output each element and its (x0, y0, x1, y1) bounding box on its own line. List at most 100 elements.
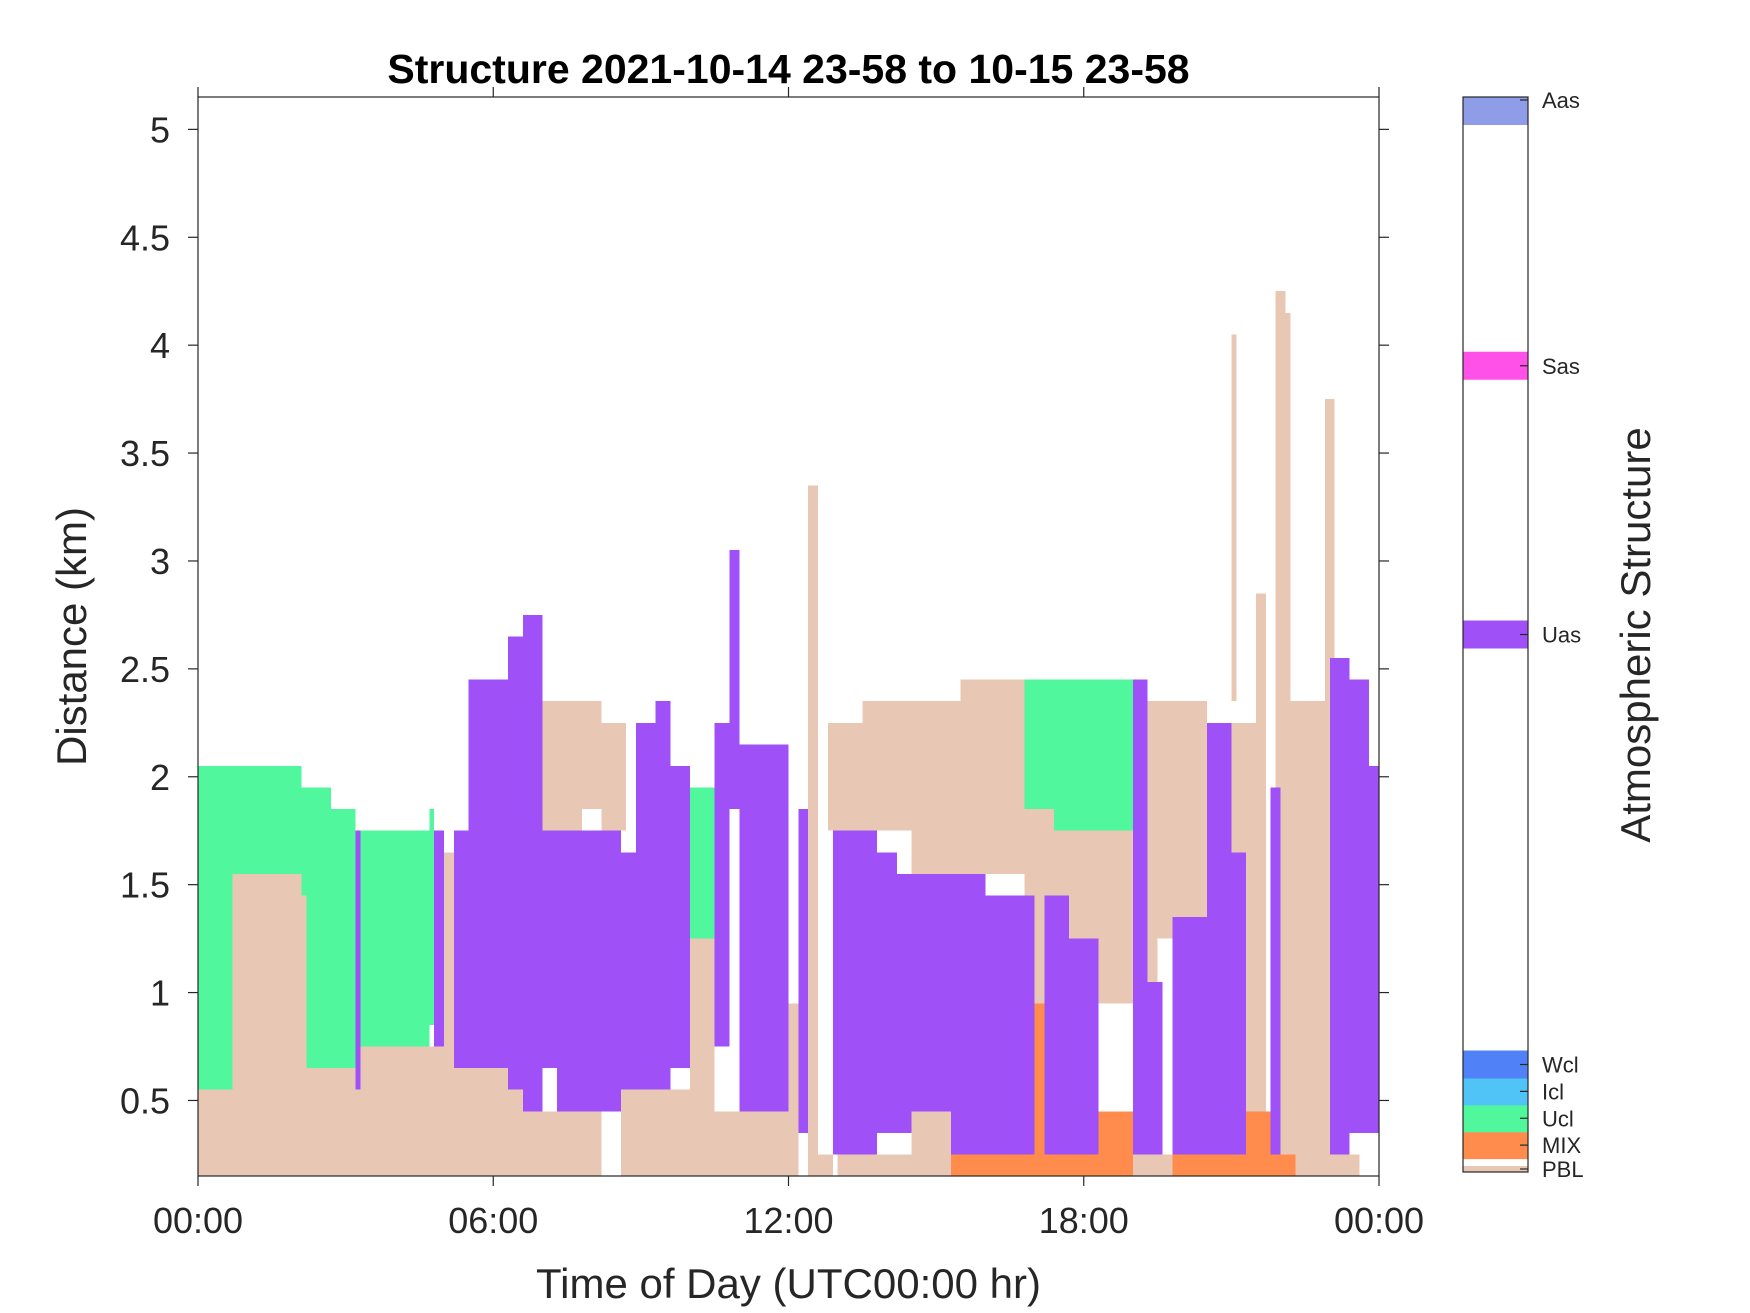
x-axis-label: Time of Day (UTC00:00 hr) (536, 1260, 1041, 1307)
segment-pbl (375, 1024, 415, 1176)
colorbar-tick-label-wcl: Wcl (1542, 1053, 1579, 1078)
segment-pbl (690, 938, 715, 1176)
series-uas (355, 550, 1379, 1155)
segment-uas (1044, 895, 1069, 1155)
y-tick-label: 1.5 (120, 865, 170, 906)
segment-uas (1270, 787, 1281, 1155)
x-tick-label: 00:00 (153, 1200, 243, 1241)
segment-uas (468, 679, 509, 1069)
segment-uas (729, 550, 740, 810)
segment-pbl (444, 852, 454, 1176)
segment-pbl (581, 701, 602, 810)
segment-uas (522, 614, 543, 1112)
colorbar-tick-label-pbl: PBL (1542, 1157, 1584, 1182)
y-tick-label: 4.5 (120, 217, 170, 258)
segment-mix (950, 1154, 1015, 1176)
segment-pbl (601, 722, 627, 831)
segment-pbl (1285, 312, 1291, 1176)
axes: 00:00 06:00 12:00 18:00 00:00 0.5 1 1.5 2 2.5 3 3.5… (120, 87, 1424, 1241)
segment-uas (1369, 765, 1379, 1133)
y-tick-label: 0.5 (120, 1080, 170, 1121)
segment-pbl (640, 1089, 691, 1176)
segment-ucl (232, 765, 248, 874)
colorbar-tick-label-ucl: Ucl (1542, 1106, 1574, 1131)
segment-ucl (306, 895, 331, 1069)
y-tick-label: 5 (150, 109, 170, 150)
segment-uas (542, 830, 558, 1069)
chart-title: Structure 2021-10-14 23-58 to 10-15 23-5… (387, 46, 1189, 92)
segment-pbl (1290, 701, 1311, 1176)
segment-pbl (714, 1111, 750, 1176)
segment-uas (508, 636, 523, 1090)
segment-uas (1329, 658, 1350, 1155)
segment-uas (1206, 722, 1232, 1155)
segment-uas (1132, 679, 1148, 1155)
segment-uas (911, 873, 951, 1112)
segment-pbl (1255, 593, 1266, 1176)
segment-pbl (198, 1089, 233, 1176)
y-tick-label: 1 (150, 973, 170, 1014)
segment-ucl (1024, 679, 1133, 810)
segment-uas (798, 809, 809, 1133)
segment-pbl (862, 1154, 912, 1176)
segment-uas (739, 744, 789, 1112)
y-tick-label: 2.5 (120, 649, 170, 690)
colorbar-swatch-aas (1463, 97, 1528, 125)
segment-pbl (552, 1111, 582, 1176)
segment-uas (434, 830, 445, 1047)
segment-uas (655, 701, 671, 1090)
segment-uas (601, 830, 622, 1112)
series-ucl (198, 679, 1133, 1090)
segment-uas (985, 895, 1020, 1155)
segment-uas (355, 830, 361, 1090)
y-axis-label: Distance (km) (48, 507, 95, 766)
segment-pbl (1157, 701, 1207, 939)
segment-pbl (911, 701, 961, 874)
x-tick-label: 12:00 (743, 1200, 833, 1241)
segment-pbl (542, 701, 582, 831)
segment-pbl (960, 679, 1025, 874)
x-tick-label: 06:00 (448, 1200, 538, 1241)
segment-mix (1093, 1111, 1133, 1176)
y-tick-label: 3 (150, 541, 170, 582)
segment-uas (877, 852, 897, 1133)
segment-uas (1019, 895, 1035, 1155)
colorbar-tick-label-uas: Uas (1542, 623, 1581, 648)
segment-pbl (306, 1057, 331, 1176)
segment-uas (1172, 917, 1207, 1155)
segment-pbl (1329, 1154, 1360, 1176)
x-tick-label: 00:00 (1334, 1200, 1424, 1241)
segment-uas (1349, 679, 1370, 1133)
segment-uas (635, 722, 656, 1090)
segment-pbl (1231, 334, 1237, 702)
segment-pbl (542, 1111, 553, 1176)
segment-pbl (837, 1154, 863, 1176)
colorbar-swatch-wcl (1463, 1050, 1528, 1079)
segment-ucl (355, 830, 430, 1047)
segment-pbl (827, 722, 863, 831)
segment-uas (1231, 852, 1247, 1155)
segment-ucl (429, 809, 435, 1025)
segment-uas (557, 830, 602, 1112)
segment-uas (1147, 981, 1163, 1155)
segment-mix (1270, 1154, 1296, 1176)
segment-pbl (1324, 399, 1335, 702)
segment-pbl (818, 1154, 833, 1176)
segment-pbl (581, 1111, 602, 1176)
segment-pbl (749, 1111, 784, 1176)
segment-pbl (1275, 291, 1286, 1177)
segment-ucl (247, 765, 302, 874)
segment-pbl (232, 873, 302, 1176)
colorbar-label: Atmospheric Structure (1612, 427, 1659, 843)
segment-uas (714, 722, 730, 1047)
segment-uas (832, 830, 878, 1155)
segment-pbl (414, 1046, 445, 1176)
colorbar-tick-label-icl: Icl (1542, 1079, 1564, 1104)
segment-ucl (301, 787, 331, 896)
y-tick-label: 4 (150, 325, 170, 366)
segment-uas (453, 830, 469, 1069)
colorbar-swatch-sas (1463, 351, 1528, 380)
colorbar-swatch-icl (1463, 1077, 1528, 1106)
colorbar-swatch-ucl (1463, 1104, 1528, 1133)
